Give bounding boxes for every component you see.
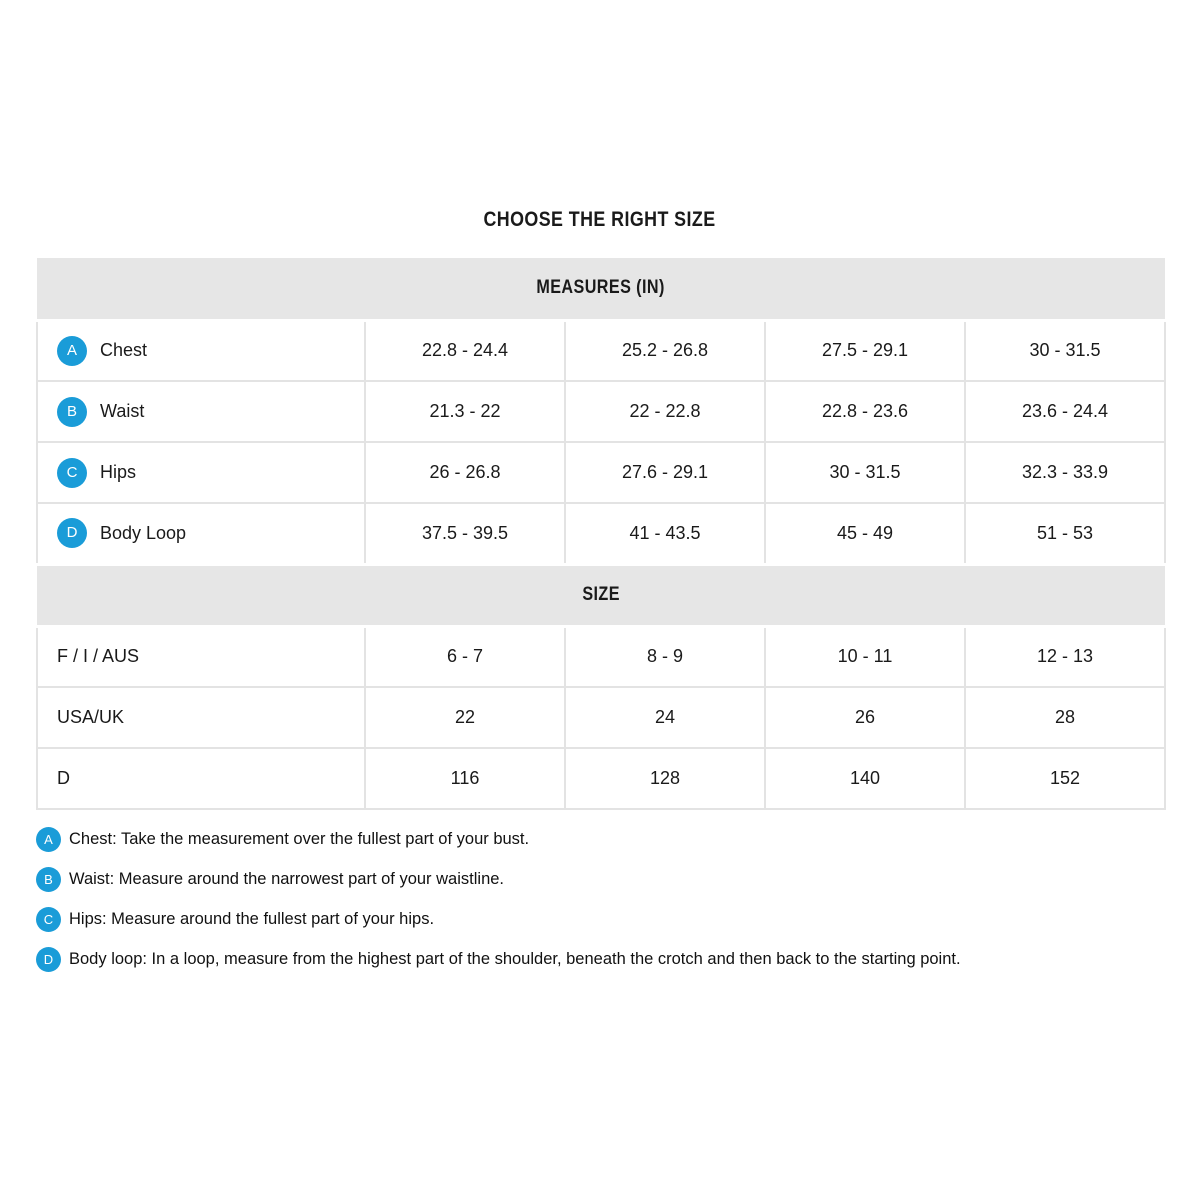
footnote-text-chest: Chest: Take the measurement over the ful… [69, 830, 530, 848]
row-header-waist: B Waist [36, 380, 366, 443]
row-header-usa-uk: USA/UK [36, 686, 366, 749]
table-cell: 25.2 - 26.8 [564, 319, 766, 382]
table-cell: 116 [364, 747, 566, 810]
legend-badge-d: D [57, 518, 87, 549]
footnote-badge-b: B [36, 867, 61, 892]
table-cell: 27.5 - 29.1 [764, 319, 966, 382]
list-item-note-hips: C Hips: Measure around the fullest part … [36, 907, 1164, 932]
table-cell: 26 - 26.8 [364, 441, 566, 504]
row-header-chest: A Chest [36, 319, 366, 382]
table-row-usa-uk: USA/UK 22 24 26 28 [36, 686, 1167, 749]
row-header-body-loop: D Body Loop [36, 502, 366, 565]
size-section-header-text: SIZE [582, 584, 620, 605]
footnote-text-body-loop: Body loop: In a loop, measure from the h… [69, 950, 961, 968]
row-header-f-i-aus: F / I / AUS [36, 625, 366, 688]
row-label-f-i-aus: F / I / AUS [57, 646, 140, 667]
row-header-hips: C Hips [36, 441, 366, 504]
table-cell: 22 [364, 686, 566, 749]
table-cell: 28 [963, 686, 1167, 749]
table-cell: 8 - 9 [564, 625, 766, 688]
list-item-note-waist: B Waist: Measure around the narrowest pa… [36, 867, 1164, 892]
table-cell: 27.6 - 29.1 [564, 441, 766, 504]
table-row-d: D 116 128 140 152 [36, 747, 1167, 810]
table-cell: 21.3 - 22 [364, 380, 566, 443]
table-cell: 22.8 - 23.6 [764, 380, 966, 443]
footnote-text-waist: Waist: Measure around the narrowest part… [69, 870, 505, 888]
measures-section-header: MEASURES (IN) [37, 258, 1166, 322]
measures-section-header-row: MEASURES (IN) [37, 258, 1166, 322]
table-cell: 152 [963, 747, 1167, 810]
table-cell: 22.8 - 24.4 [364, 319, 566, 382]
table-cell: 37.5 - 39.5 [364, 502, 566, 565]
table-cell: 24 [564, 686, 766, 749]
row-label-chest: Chest [100, 340, 148, 361]
legend-badge-c: C [57, 457, 87, 488]
table-cell: 41 - 43.5 [564, 502, 766, 565]
table-row-waist: B Waist 21.3 - 22 22 - 22.8 22.8 - 23.6 … [36, 380, 1167, 443]
measures-section-header-text: MEASURES (IN) [536, 277, 666, 299]
size-chart-table: MEASURES (IN) A Chest 22.8 - 24.4 25.2 -… [36, 258, 1167, 810]
row-label-waist: Waist [100, 401, 145, 421]
table-row-body-loop: D Body Loop 37.5 - 39.5 41 - 43.5 45 - 4… [36, 502, 1167, 565]
table-cell: 6 - 7 [364, 625, 566, 688]
page-title-text: CHOOSE THE RIGHT SIZE [483, 208, 717, 231]
row-label-usa-uk: USA/UK [57, 707, 125, 727]
legend-badge-b: B [57, 396, 87, 427]
table-cell: 22 - 22.8 [564, 380, 766, 443]
measurement-notes: A Chest: Take the measurement over the f… [36, 827, 1164, 972]
table-cell: 32.3 - 33.9 [963, 441, 1167, 504]
list-item-note-body-loop: D Body loop: In a loop, measure from the… [36, 947, 1164, 972]
row-label-d: D [57, 768, 70, 788]
list-item-note-chest: A Chest: Take the measurement over the f… [36, 827, 1164, 852]
size-section-header-row: SIZE [37, 562, 1166, 628]
table-cell: 12 - 13 [963, 625, 1167, 688]
table-row-hips: C Hips 26 - 26.8 27.6 - 29.1 30 - 31.5 3… [36, 441, 1167, 504]
table-row-f-i-aus: F / I / AUS 6 - 7 8 - 9 10 - 11 12 - 13 [36, 625, 1167, 688]
legend-badge-a: A [57, 335, 87, 366]
row-label-body-loop: Body Loop [100, 522, 187, 543]
footnote-badge-c: C [36, 907, 61, 932]
row-label-hips: Hips [100, 462, 137, 482]
footnote-badge-d: D [36, 947, 61, 972]
table-cell: 26 [764, 686, 966, 749]
footnote-badge-a: A [36, 827, 61, 852]
size-guide-page: CHOOSE THE RIGHT SIZE MEASURES (IN) A Ch… [36, 0, 1167, 972]
size-section-header: SIZE [37, 562, 1166, 628]
page-title: CHOOSE THE RIGHT SIZE [36, 207, 1164, 232]
table-cell: 45 - 49 [764, 502, 966, 565]
row-header-d: D [36, 747, 366, 810]
table-cell: 51 - 53 [963, 502, 1167, 565]
table-cell: 30 - 31.5 [963, 319, 1167, 382]
footnote-text-hips: Hips: Measure around the fullest part of… [69, 910, 435, 928]
table-cell: 128 [564, 747, 766, 810]
table-cell: 23.6 - 24.4 [963, 380, 1167, 443]
table-row-chest: A Chest 22.8 - 24.4 25.2 - 26.8 27.5 - 2… [36, 319, 1167, 382]
table-cell: 140 [764, 747, 966, 810]
table-cell: 10 - 11 [764, 625, 966, 688]
table-cell: 30 - 31.5 [764, 441, 966, 504]
